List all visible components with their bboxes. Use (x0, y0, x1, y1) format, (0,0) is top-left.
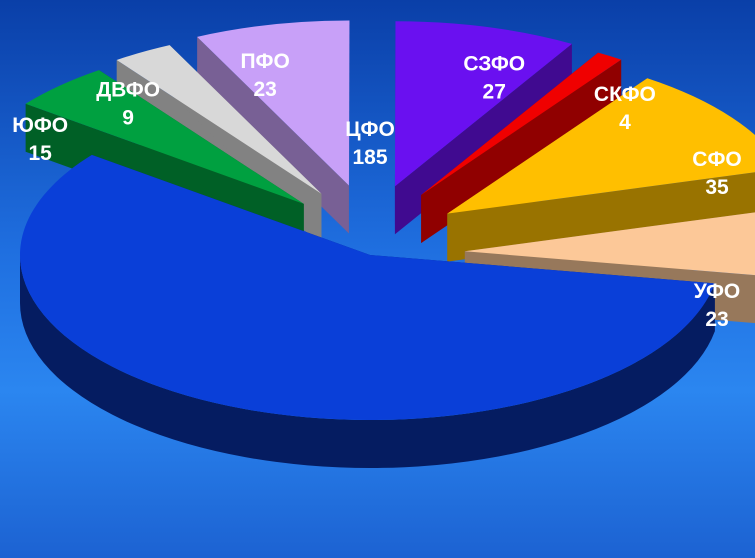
pie-slice-top (421, 52, 622, 195)
pie-slice-top (394, 21, 572, 187)
data-label-цфо-name: ЦФО (345, 118, 395, 141)
data-label-пфо-name: ПФО (240, 50, 289, 73)
pie-slice-скфо (421, 52, 622, 243)
data-label-юфо-value: 15 (28, 142, 52, 165)
pie-slice-цфо (19, 154, 715, 468)
data-label-уфо-value: 23 (705, 308, 728, 331)
pie-labels: ЦФО 185 ЮФО 15 ДВФО 9 ПФО 23 СЗФО 27 СКФО 4 СФО 35 УФО… (12, 50, 742, 331)
pie-slice-rim (20, 255, 715, 468)
data-label-уфо-name: УФО (694, 280, 741, 303)
data-label-цфо-value: 185 (352, 146, 387, 169)
data-label-скфо-name: СКФО (594, 83, 656, 106)
pie-slice-top (25, 70, 304, 204)
data-label-юфо-name: ЮФО (12, 114, 68, 137)
data-label-сфо-value: 35 (705, 176, 729, 199)
pie-slice-wall (348, 20, 350, 234)
data-label-сзфо-value: 27 (483, 80, 506, 103)
data-label-пфо-value: 23 (253, 78, 276, 101)
pie-slices (19, 20, 755, 468)
data-label-сзфо-name: СЗФО (463, 52, 525, 75)
pie-slice-wall (421, 59, 622, 243)
pie-slice-top (19, 154, 715, 421)
pie-slice-wall (447, 172, 755, 262)
data-label-двфо-name: ДВФО (96, 79, 160, 102)
data-label-сфо-name: СФО (692, 148, 741, 171)
pie-slice-top (464, 212, 755, 276)
pie-slice-top (197, 20, 350, 186)
data-label-скфо-value: 4 (619, 111, 631, 134)
pie-slice-top (447, 78, 755, 214)
pie-slice-сфо (447, 78, 755, 262)
data-label-двфо-value: 9 (122, 107, 134, 130)
pie-slice-top (116, 45, 322, 194)
